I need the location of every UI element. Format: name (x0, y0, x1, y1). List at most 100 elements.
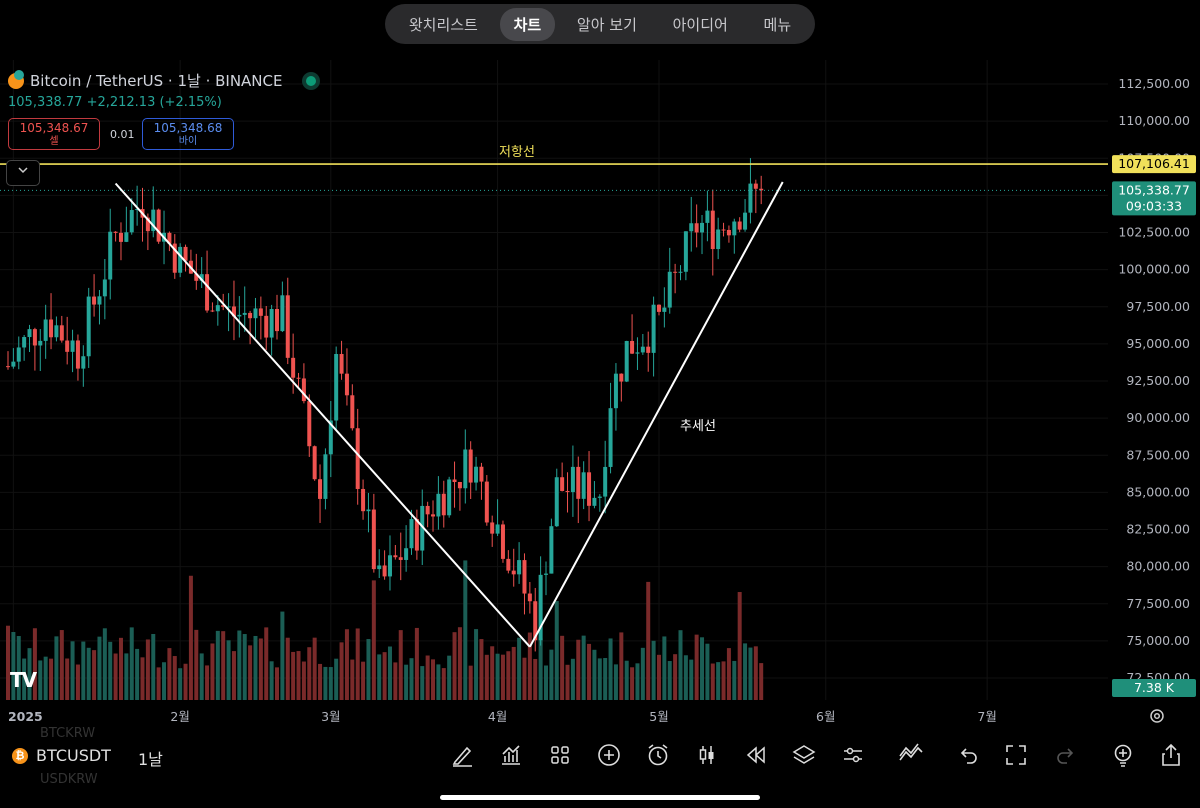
candle-body (506, 558, 511, 571)
volume-bar (748, 647, 753, 700)
volume-bar (409, 658, 414, 700)
tab-explore[interactable]: 알아 보기 (576, 15, 637, 34)
volume-bar (544, 665, 548, 700)
candle-body (275, 309, 279, 332)
alarm-icon[interactable] (645, 742, 671, 768)
candle-body (54, 325, 59, 338)
volume-bar (253, 635, 258, 700)
candle-body (183, 246, 188, 261)
idea-icon[interactable] (1110, 742, 1136, 768)
plus-icon[interactable] (596, 742, 622, 768)
replay-icon[interactable] (743, 742, 769, 768)
last-price-tag-text: 09:03:33 (1126, 198, 1182, 213)
resistance-price-tag: 107,106.41 (1112, 155, 1196, 174)
volume-bar (16, 636, 21, 700)
trend-line (114, 182, 531, 648)
price-chart[interactable]: 112,500.00110,000.00107,500.00105,000.00… (0, 0, 1200, 730)
volume-bar (221, 631, 226, 700)
tab-watchlist[interactable]: 왓치리스트 (408, 15, 478, 34)
candle-body (242, 312, 247, 315)
volume-bar (759, 663, 764, 700)
volume-bar (27, 648, 32, 700)
volume-bar (517, 637, 522, 700)
buy-button[interactable]: 105,348.68 바이 (142, 118, 234, 150)
volume-bar (49, 658, 54, 700)
candle-body (721, 229, 726, 231)
volume-bar (199, 653, 204, 700)
candle-body (748, 183, 753, 213)
collapse-legend-button[interactable] (6, 160, 40, 186)
y-tick-label: 77,500.00 (1126, 596, 1190, 611)
candle-body (630, 340, 635, 354)
candle-body (651, 304, 656, 353)
candle-body (441, 493, 446, 516)
candle-body (108, 231, 113, 280)
candle-body (457, 482, 462, 489)
fullscreen-icon[interactable] (1003, 742, 1029, 768)
volume-bar (11, 631, 16, 700)
y-tick-label: 75,000.00 (1126, 633, 1190, 648)
resistance-price-tag-text: 107,106.41 (1118, 156, 1190, 171)
volume-bar (705, 643, 710, 700)
candle-body (301, 378, 306, 402)
top-tab-bar: 왓치리스트 차트 알아 보기 아이디어 메뉴 (385, 4, 815, 44)
volume-bar (678, 630, 683, 700)
x-tick-label: 2월 (170, 709, 189, 724)
candle-body (258, 308, 263, 316)
trend-icon[interactable] (898, 742, 924, 768)
volume-bar (86, 647, 91, 700)
volume-bar (387, 646, 392, 700)
candle-body (581, 472, 586, 499)
candle-body (253, 308, 258, 319)
candle-body (673, 271, 678, 273)
x-tick-label: 7월 (977, 709, 996, 724)
tab-menu[interactable]: 메뉴 (763, 15, 792, 34)
volume-bar (565, 664, 570, 700)
volume-tag-text: 7.38 K (1134, 680, 1175, 695)
volume-bar (156, 667, 161, 700)
gear-icon[interactable] (1148, 707, 1166, 725)
legend-title[interactable]: Bitcoin / TetherUS · 1날 · BINANCE (30, 72, 283, 90)
tab-ideas[interactable]: 아이디어 (672, 15, 728, 34)
volume-bar (129, 627, 134, 700)
candle-body (743, 212, 748, 230)
redo-icon[interactable] (1053, 742, 1079, 768)
candle-body (587, 472, 592, 506)
candle-body (355, 428, 360, 489)
candle-body (490, 522, 495, 534)
volume-bar (355, 628, 360, 700)
volume-bar (581, 635, 586, 700)
candle-body (726, 229, 731, 236)
volume-bar (124, 653, 129, 700)
market-status-icon[interactable] (306, 75, 317, 86)
candle-icon[interactable] (694, 742, 720, 768)
candle-body (474, 466, 479, 483)
share-icon[interactable] (1158, 742, 1184, 768)
buy-label: 바이 (178, 136, 198, 147)
layers-icon[interactable] (791, 742, 817, 768)
candle-body (350, 395, 355, 429)
interval-selector[interactable]: 1날 (138, 750, 163, 769)
settings-icon[interactable] (840, 742, 866, 768)
sell-button[interactable]: 105,348.67 셀 (8, 118, 100, 150)
volume-bar (603, 658, 608, 700)
undo-icon[interactable] (955, 742, 981, 768)
candle-body (237, 314, 242, 317)
volume-bar (753, 646, 758, 700)
chart-icon[interactable] (498, 742, 524, 768)
x-tick-label: 4월 (488, 709, 507, 724)
volume-bar (457, 627, 462, 700)
candle-body (92, 296, 97, 305)
volume-bar (81, 641, 86, 700)
volume-bar (479, 639, 484, 700)
pen-icon[interactable] (450, 742, 476, 768)
candle-body (436, 493, 441, 517)
volume-bar (135, 648, 140, 700)
candle-body (656, 304, 661, 312)
volume-bar (463, 560, 468, 700)
symbol-label: BTCUSDT (36, 746, 111, 765)
symbol-selector[interactable]: ₿ BTCUSDT (12, 746, 111, 765)
grid-icon[interactable] (547, 742, 573, 768)
tab-chart[interactable]: 차트 (499, 7, 556, 41)
home-indicator[interactable] (440, 795, 760, 800)
